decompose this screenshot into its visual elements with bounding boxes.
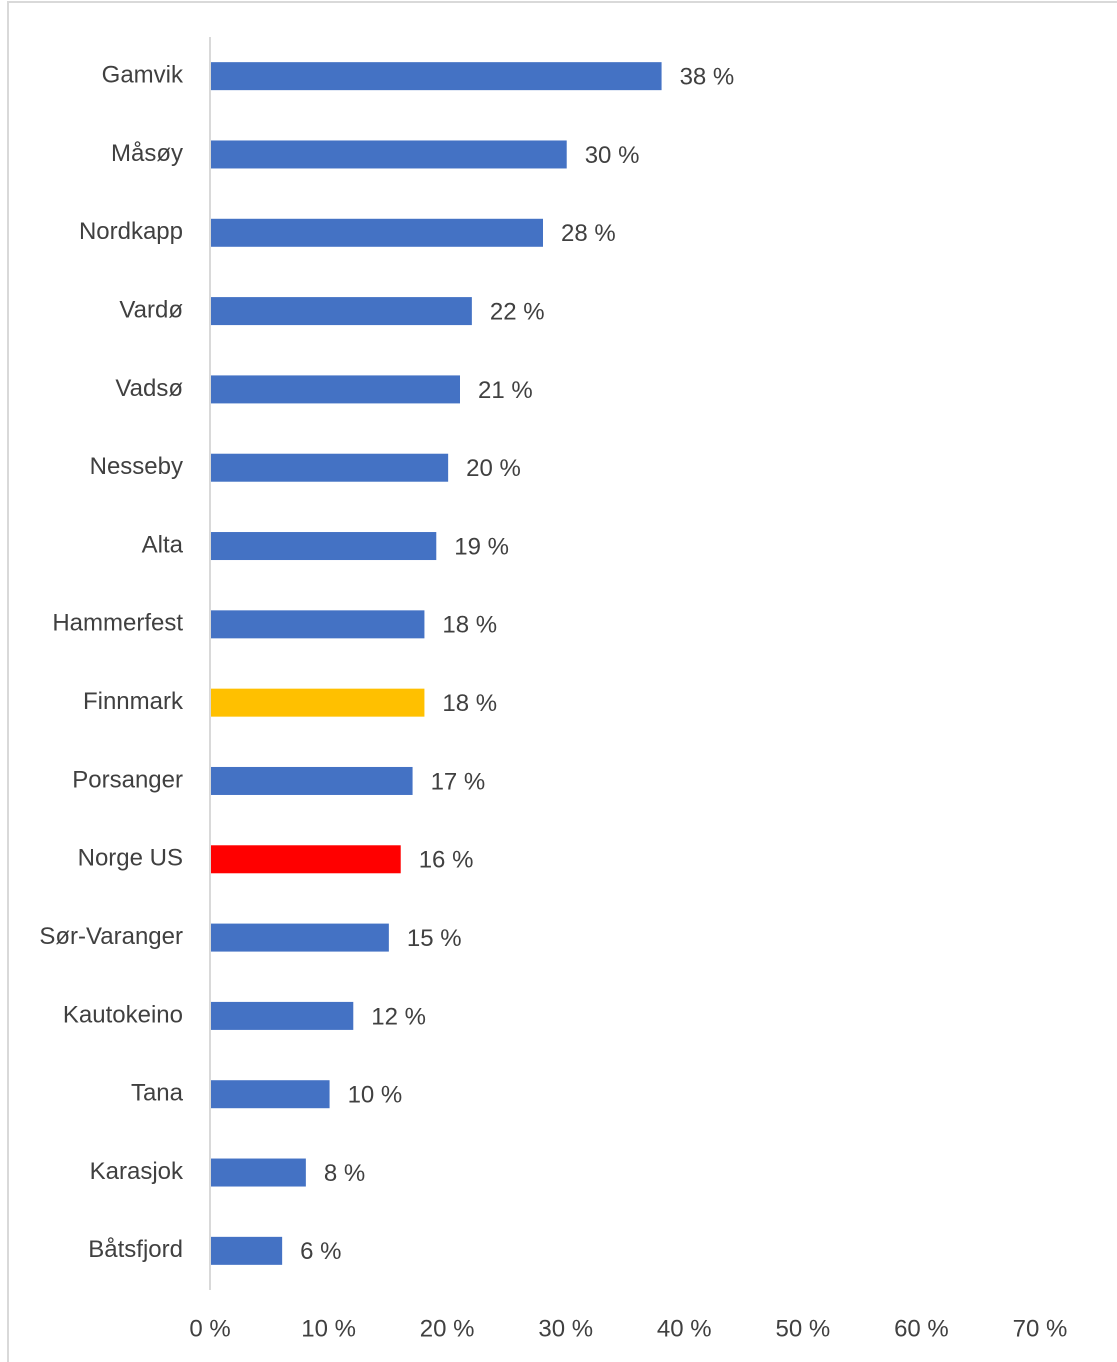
value-label: 17 % bbox=[431, 768, 486, 795]
y-tick-label: Gamvik bbox=[102, 62, 184, 89]
bar bbox=[211, 1001, 354, 1030]
y-tick-label: Nordkapp bbox=[79, 218, 183, 245]
value-label: 20 % bbox=[466, 455, 521, 482]
value-label: 18 % bbox=[442, 612, 497, 639]
bar bbox=[211, 1236, 283, 1265]
y-tick-label: Nesseby bbox=[90, 453, 183, 480]
value-label: 12 % bbox=[371, 1003, 426, 1030]
bar bbox=[211, 532, 437, 561]
y-tick-label: Vadsø bbox=[115, 375, 183, 402]
value-label: 16 % bbox=[419, 847, 474, 874]
bar bbox=[211, 218, 543, 247]
x-tick-label: 0 % bbox=[189, 1315, 230, 1342]
bar bbox=[211, 453, 449, 482]
bar bbox=[211, 375, 460, 404]
value-label: 22 % bbox=[490, 298, 545, 325]
bar bbox=[211, 766, 413, 795]
value-label: 18 % bbox=[442, 690, 497, 717]
y-tick-label: Tana bbox=[131, 1080, 184, 1107]
x-tick-label: 70 % bbox=[1013, 1315, 1068, 1342]
value-label: 6 % bbox=[300, 1238, 341, 1265]
y-tick-label: Vardø bbox=[119, 296, 183, 323]
x-tick-label: 40 % bbox=[657, 1315, 712, 1342]
y-tick-label: Sør-Varanger bbox=[39, 923, 183, 950]
value-label: 21 % bbox=[478, 377, 533, 404]
y-tick-label: Båtsfjord bbox=[88, 1236, 183, 1263]
x-tick-label: 10 % bbox=[301, 1315, 356, 1342]
value-label: 10 % bbox=[348, 1082, 403, 1109]
value-label: 15 % bbox=[407, 925, 462, 952]
x-tick-label: 20 % bbox=[420, 1315, 475, 1342]
y-tick-label: Alta bbox=[142, 531, 184, 558]
y-tick-label: Porsanger bbox=[72, 766, 183, 793]
bar bbox=[211, 845, 401, 874]
bar bbox=[211, 297, 472, 326]
y-tick-label: Kautokeino bbox=[63, 1001, 183, 1028]
bar bbox=[211, 610, 425, 639]
value-label: 28 % bbox=[561, 220, 616, 247]
y-tick-label: Karasjok bbox=[90, 1158, 184, 1185]
y-tick-label: Norge US bbox=[78, 845, 183, 872]
x-tick-label: 30 % bbox=[538, 1315, 593, 1342]
x-tick-label: 60 % bbox=[894, 1315, 949, 1342]
bar bbox=[211, 923, 389, 952]
bar bbox=[211, 1080, 330, 1109]
value-label: 19 % bbox=[454, 533, 509, 560]
chart-border bbox=[7, 1, 1117, 1362]
x-tick-label: 50 % bbox=[776, 1315, 831, 1342]
bar bbox=[211, 1158, 306, 1187]
y-tick-label: Hammerfest bbox=[52, 610, 183, 637]
bar bbox=[211, 140, 567, 169]
value-label: 8 % bbox=[324, 1160, 365, 1187]
y-tick-label: Finnmark bbox=[83, 688, 184, 715]
value-label: 38 % bbox=[680, 64, 735, 91]
value-label: 30 % bbox=[585, 142, 640, 169]
bar bbox=[211, 62, 662, 91]
y-tick-label: Måsøy bbox=[111, 140, 183, 167]
bar bbox=[211, 688, 425, 717]
